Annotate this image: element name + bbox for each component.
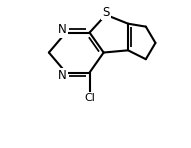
Text: Cl: Cl: [84, 93, 95, 103]
Text: N: N: [58, 23, 67, 36]
Text: S: S: [102, 6, 110, 19]
Text: N: N: [58, 69, 67, 82]
